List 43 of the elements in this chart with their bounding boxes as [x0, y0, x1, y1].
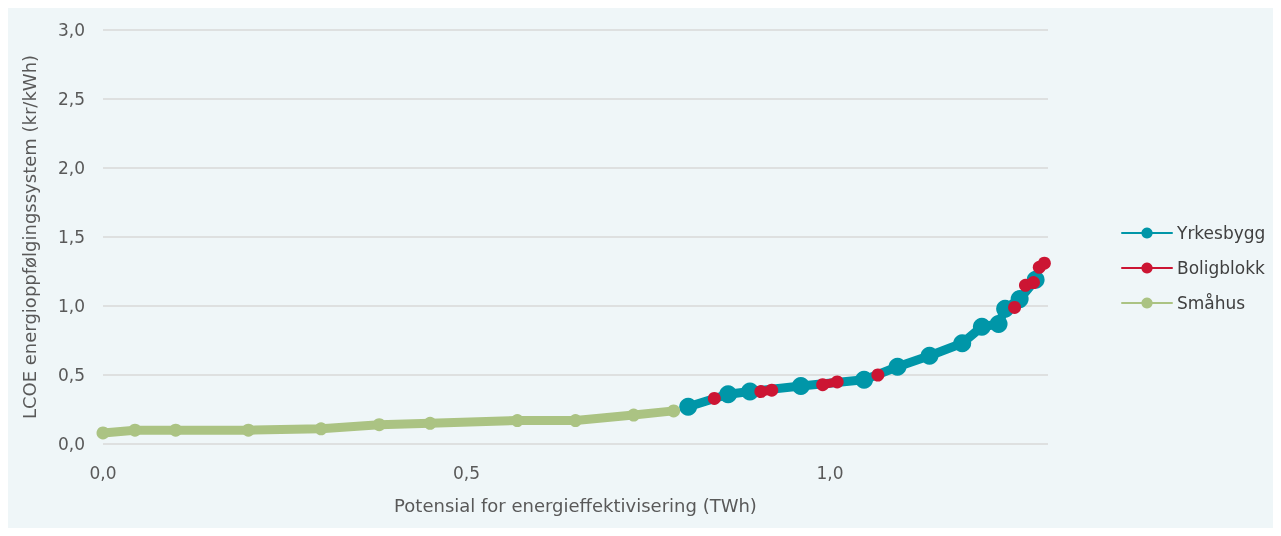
y-tick-label: 0,0	[57, 434, 85, 454]
y-tick-label: 0,5	[57, 365, 85, 385]
point	[128, 423, 142, 437]
point	[627, 408, 641, 422]
point	[765, 383, 779, 397]
legend-label: Småhus	[1177, 293, 1246, 313]
point	[667, 404, 681, 418]
y-tick-label: 2,0	[57, 158, 85, 178]
point	[855, 370, 874, 389]
point	[920, 346, 939, 365]
x-tick-label: 1,0	[816, 462, 844, 483]
point	[707, 391, 721, 405]
point	[314, 422, 328, 436]
y-tick-label: 2,5	[57, 89, 85, 109]
point	[510, 414, 524, 428]
point	[241, 423, 255, 437]
point	[372, 418, 386, 432]
point	[953, 334, 972, 353]
legend-label: Yrkesbygg	[1176, 223, 1266, 243]
point	[679, 397, 698, 416]
point	[791, 377, 810, 396]
point	[754, 385, 768, 399]
x-axis-title: Potensial for energieffektivisering (TWh)	[394, 494, 757, 516]
point	[888, 357, 907, 376]
point	[816, 378, 830, 392]
x-tick-label: 0,0	[89, 462, 117, 483]
y-tick-label: 3,0	[57, 20, 85, 40]
point	[719, 385, 738, 404]
point	[169, 423, 183, 437]
point	[569, 414, 582, 428]
point	[423, 416, 437, 430]
point	[1037, 256, 1051, 270]
point	[1008, 300, 1022, 314]
point	[972, 317, 991, 336]
point	[830, 375, 844, 389]
point	[871, 368, 885, 382]
y-tick-label: 1,5	[57, 227, 85, 247]
y-tick-label: 1,0	[57, 296, 85, 316]
point	[989, 314, 1008, 333]
point	[96, 426, 110, 440]
x-tick-label: 0,5	[452, 462, 480, 483]
legend-label: Boligblokk	[1177, 258, 1266, 278]
y-axis-title: LCOE energioppfølgingssystem (kr/kWh)	[18, 54, 40, 420]
